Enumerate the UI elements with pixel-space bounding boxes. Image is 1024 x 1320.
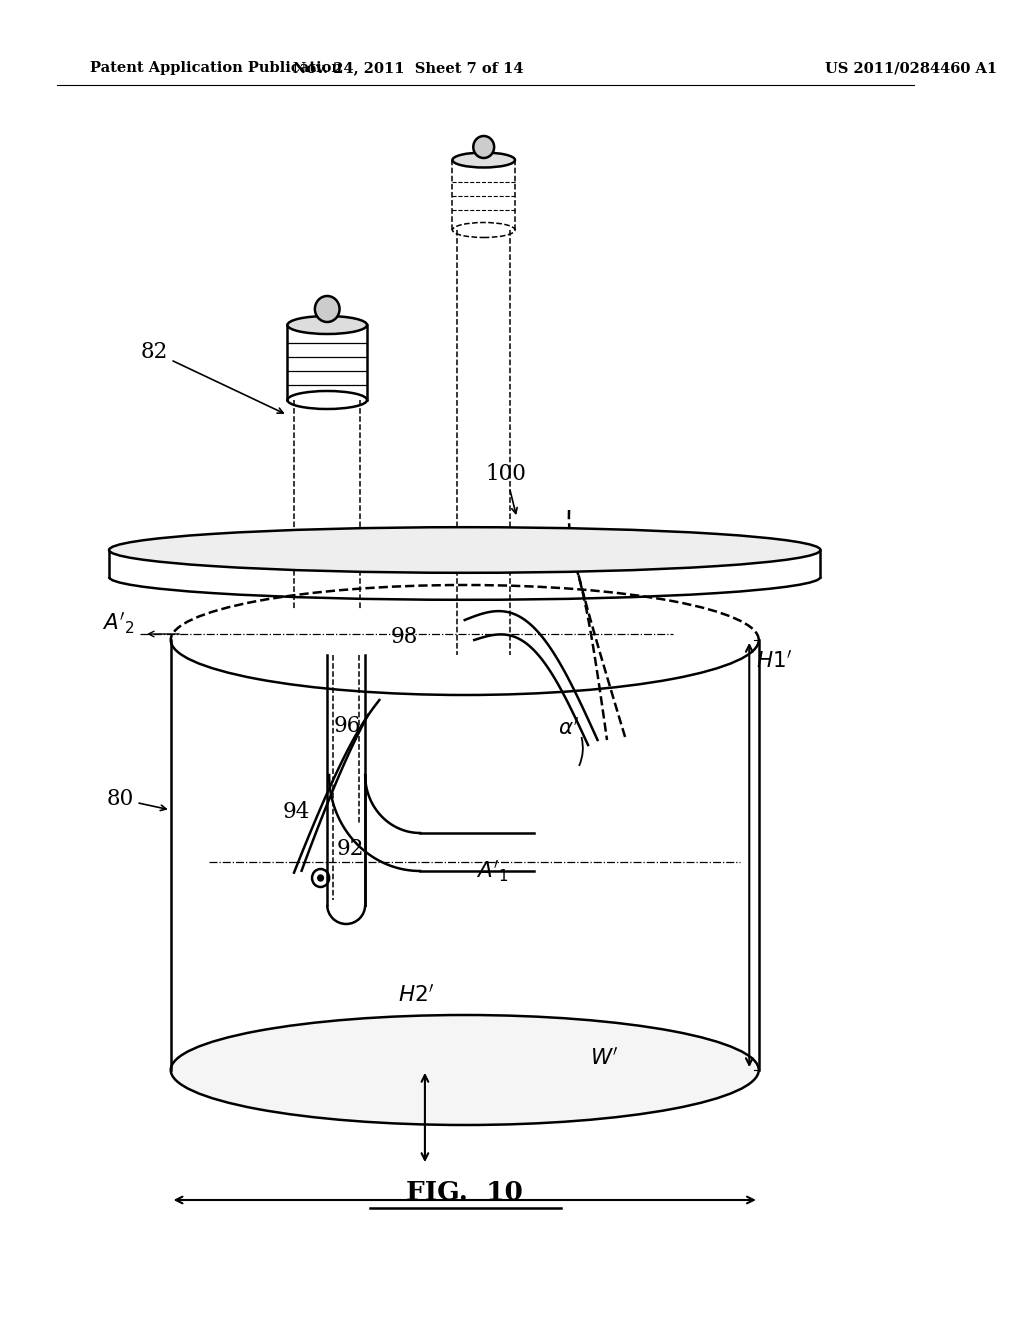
Text: $W'$: $W'$: [590, 1048, 618, 1071]
Text: US 2011/0284460 A1: US 2011/0284460 A1: [825, 61, 997, 75]
Text: Nov. 24, 2011  Sheet 7 of 14: Nov. 24, 2011 Sheet 7 of 14: [293, 61, 523, 75]
Text: 96: 96: [334, 715, 361, 737]
Ellipse shape: [288, 315, 367, 334]
Text: Patent Application Publication: Patent Application Publication: [90, 61, 342, 75]
Ellipse shape: [110, 527, 820, 573]
Text: $A'_2$: $A'_2$: [102, 610, 135, 636]
Text: 82: 82: [140, 341, 284, 413]
Text: 92: 92: [337, 838, 365, 861]
Text: 100: 100: [485, 463, 526, 513]
Ellipse shape: [171, 1015, 759, 1125]
Text: $H1'$: $H1'$: [756, 651, 792, 673]
Text: 98: 98: [391, 626, 418, 648]
Text: 94: 94: [283, 801, 310, 822]
Text: $A'_1$: $A'_1$: [476, 858, 509, 883]
Text: 80: 80: [106, 788, 166, 810]
Ellipse shape: [315, 296, 340, 322]
Ellipse shape: [473, 136, 495, 158]
Text: $H2'$: $H2'$: [398, 985, 434, 1007]
Ellipse shape: [453, 153, 515, 168]
Text: $\alpha'$: $\alpha'$: [558, 718, 579, 741]
Ellipse shape: [317, 875, 324, 880]
Text: FIG.  10: FIG. 10: [407, 1180, 523, 1205]
